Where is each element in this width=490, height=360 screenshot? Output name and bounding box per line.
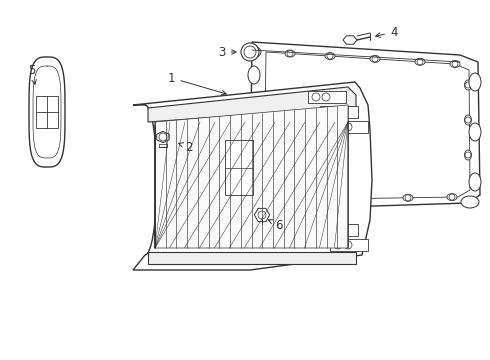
Ellipse shape (243, 196, 261, 208)
Bar (330, 239, 368, 251)
Ellipse shape (465, 115, 471, 125)
Text: 6: 6 (269, 219, 283, 231)
Circle shape (344, 123, 352, 131)
Circle shape (312, 93, 320, 101)
Text: 2: 2 (179, 140, 193, 153)
Polygon shape (155, 105, 348, 248)
Ellipse shape (248, 66, 260, 84)
Ellipse shape (450, 60, 460, 68)
Text: 5: 5 (28, 63, 36, 84)
Circle shape (372, 56, 378, 62)
Ellipse shape (243, 46, 261, 58)
Polygon shape (29, 57, 65, 167)
Ellipse shape (447, 194, 457, 201)
Circle shape (324, 108, 332, 116)
Polygon shape (133, 82, 372, 270)
Ellipse shape (403, 194, 413, 201)
Circle shape (324, 226, 332, 234)
Circle shape (322, 93, 330, 101)
Ellipse shape (285, 50, 295, 57)
Ellipse shape (248, 116, 260, 134)
Ellipse shape (241, 43, 259, 61)
Ellipse shape (248, 166, 260, 184)
Circle shape (334, 241, 342, 249)
Circle shape (352, 195, 358, 202)
Ellipse shape (469, 173, 481, 191)
Polygon shape (148, 87, 356, 122)
Polygon shape (157, 131, 169, 143)
Polygon shape (343, 36, 357, 44)
Ellipse shape (469, 73, 481, 91)
Circle shape (334, 123, 342, 131)
Circle shape (452, 61, 458, 67)
Ellipse shape (295, 196, 305, 203)
Text: 4: 4 (376, 26, 397, 39)
Polygon shape (148, 252, 356, 264)
Ellipse shape (465, 80, 471, 90)
Circle shape (244, 46, 256, 58)
Circle shape (344, 241, 352, 249)
Circle shape (465, 152, 471, 158)
Bar (225, 140, 253, 195)
Bar (330, 121, 368, 133)
Ellipse shape (415, 58, 425, 65)
Circle shape (405, 195, 411, 201)
Text: 3: 3 (218, 45, 236, 59)
Circle shape (297, 197, 303, 202)
Bar (320, 224, 358, 236)
Circle shape (327, 53, 333, 59)
Circle shape (258, 211, 266, 219)
Circle shape (287, 50, 293, 57)
Polygon shape (250, 42, 480, 210)
Ellipse shape (469, 123, 481, 141)
Circle shape (465, 117, 471, 123)
Ellipse shape (325, 53, 335, 59)
Ellipse shape (465, 150, 471, 160)
Circle shape (334, 108, 342, 116)
Polygon shape (254, 208, 270, 222)
Ellipse shape (350, 195, 360, 202)
Circle shape (449, 194, 455, 200)
Ellipse shape (370, 55, 380, 62)
Circle shape (465, 82, 471, 88)
Circle shape (417, 59, 423, 65)
Bar (36, 96, 58, 128)
Polygon shape (264, 52, 470, 200)
Text: 1: 1 (168, 72, 226, 95)
Ellipse shape (461, 196, 479, 208)
Bar (320, 106, 358, 118)
Bar (308, 91, 346, 103)
Circle shape (334, 226, 342, 234)
Circle shape (159, 133, 167, 141)
